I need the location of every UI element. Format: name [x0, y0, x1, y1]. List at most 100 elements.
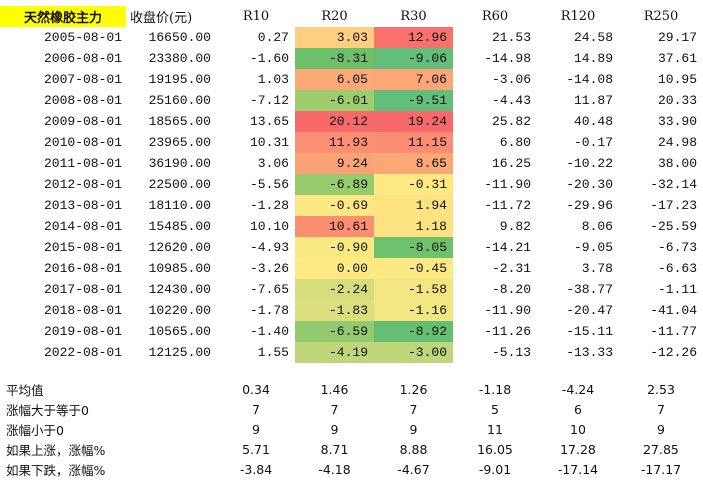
return-cell: -10.22: [566, 156, 613, 171]
data-row: 2012-08-01 22500.00 -5.56 -6.89 -0.31 -11.90 -…: [0, 174, 703, 195]
return-cell: -3.26: [249, 261, 289, 276]
return-cell: -13.33: [566, 345, 613, 360]
return-cell: 11.15: [374, 132, 453, 153]
data-row: 2015-08-01 12620.00 -4.93 -0.90 -8.05 -14.21 -…: [0, 237, 703, 258]
data-row: 2014-08-01 15485.00 10.10 10.61 1.18 9.82 8.06…: [0, 216, 703, 237]
summary-label: 涨幅小于0: [6, 422, 64, 438]
row-date: 2016-08-01: [43, 261, 122, 276]
summary-value: -4.24: [561, 381, 595, 397]
return-cell: -6.01: [295, 90, 374, 111]
data-row: 2005-08-01 16650.00 0.27 3.03 12.96 21.53 24.5…: [0, 27, 703, 48]
return-cell: -4.43: [491, 93, 531, 108]
return-cell: -1.40: [249, 324, 289, 339]
return-cell: -29.96: [566, 198, 613, 213]
return-cell: -7.65: [249, 282, 289, 297]
return-cell: -3.06: [491, 72, 531, 87]
row-date: 2007-08-01: [43, 72, 122, 87]
summary-value: 0.34: [242, 381, 270, 397]
return-cell: -8.20: [491, 282, 531, 297]
row-close-price: 19195.00: [148, 72, 211, 87]
return-cell: 16.25: [491, 156, 531, 171]
summary-value: 7: [252, 401, 260, 417]
return-cell: -11.26: [484, 324, 531, 339]
return-cell: -14.21: [484, 240, 531, 255]
return-cell: 6.80: [499, 135, 531, 150]
return-cell: 25.82: [491, 114, 531, 129]
return-cell: 12.96: [374, 27, 453, 48]
return-cell: -11.77: [650, 324, 697, 339]
row-close-price: 10220.00: [148, 303, 211, 318]
summary-row: 涨幅大于等于0 7 7 7 5 6 7: [0, 399, 703, 419]
summary-value: -17.17: [640, 461, 682, 477]
row-close-price: 12430.00: [148, 282, 211, 297]
summary-value: 10: [570, 421, 586, 437]
return-cell: -4.93: [249, 240, 289, 255]
row-date: 2013-08-01: [43, 198, 122, 213]
summary-value: 7: [409, 401, 418, 417]
return-cell: -8.92: [374, 321, 453, 342]
data-row: 2013-08-01 18110.00 -1.28 -0.69 1.94 -11.72 -2…: [0, 195, 703, 216]
row-date: 2008-08-01: [43, 93, 122, 108]
summary-value: 5: [491, 401, 499, 417]
column-header: R250: [643, 9, 679, 24]
return-cell: -1.58: [374, 279, 453, 300]
return-cell: 24.58: [573, 30, 613, 45]
return-cell: 19.24: [374, 111, 453, 132]
row-date: 2006-08-01: [43, 51, 122, 66]
return-cell: 3.03: [295, 27, 374, 48]
return-cell: 38.00: [657, 156, 697, 171]
return-cell: -12.26: [650, 345, 697, 360]
return-cell: 0.00: [295, 258, 374, 279]
column-header: R120: [560, 9, 596, 24]
return-cell: 10.61: [295, 216, 374, 237]
row-close-price: 18110.00: [148, 198, 211, 213]
row-date: 2011-08-01: [43, 156, 122, 171]
summary-value: 27.85: [643, 441, 679, 457]
return-cell: -41.04: [650, 303, 697, 318]
data-row: 2006-08-01 23380.00 -1.60 -8.31 -9.06 -14.98 1…: [0, 48, 703, 69]
row-date: 2014-08-01: [43, 219, 122, 234]
summary-label: 涨幅大于等于0: [6, 402, 89, 418]
returns-table: 天然橡胶主力 收盘价(元) R10 R20 R30 R60 R120 R250 2005-08-…: [0, 6, 703, 363]
column-header: R20: [321, 9, 348, 24]
return-cell: -11.90: [484, 303, 531, 318]
data-row: 2011-08-01 36190.00 3.06 9.24 8.65 16.25 -10.2…: [0, 153, 703, 174]
summary-value: 7: [330, 401, 339, 417]
summary-value: -17.14: [557, 461, 599, 477]
row-close-price: 36190.00: [148, 156, 211, 171]
summary-value: 1.46: [320, 381, 349, 397]
return-cell: 3.06: [257, 156, 289, 171]
return-cell: 10.10: [249, 219, 289, 234]
return-cell: -5.56: [249, 177, 289, 192]
return-cell: 7.06: [374, 69, 453, 90]
return-cell: 14.89: [573, 51, 613, 66]
return-cell: -11.72: [484, 198, 531, 213]
row-close-price: 10985.00: [148, 261, 211, 276]
return-cell: -6.63: [657, 261, 697, 276]
column-header: 收盘价(元): [130, 11, 193, 26]
row-close-price: 23965.00: [148, 135, 211, 150]
data-row: 2018-08-01 10220.00 -1.78 -1.83 -1.16 -11.90 -…: [0, 300, 703, 321]
summary-row: 如果下跌，涨幅% -3.84 -4.18 -4.67 -9.01 -17.14 -17.17: [0, 459, 703, 479]
return-cell: 20.12: [295, 111, 374, 132]
return-cell: -0.69: [295, 195, 374, 216]
return-cell: -17.23: [650, 198, 697, 213]
return-cell: 0.27: [257, 30, 289, 45]
return-cell: 40.48: [573, 114, 613, 129]
return-cell: 29.17: [657, 30, 697, 45]
return-cell: -7.12: [249, 93, 289, 108]
summary-row: 涨幅小于0 9 9 9 11 10 9: [0, 419, 703, 439]
row-date: 2015-08-01: [43, 240, 122, 255]
return-cell: 11.93: [295, 132, 374, 153]
return-cell: 33.90: [657, 114, 697, 129]
return-cell: -38.77: [566, 282, 613, 297]
summary-value: 8.71: [320, 441, 349, 457]
return-cell: -1.11: [657, 282, 697, 297]
return-cell: 8.06: [581, 219, 613, 234]
return-cell: 1.94: [374, 195, 453, 216]
return-cell: -14.98: [484, 51, 531, 66]
return-cell: -0.45: [374, 258, 453, 279]
return-cell: -5.13: [491, 345, 531, 360]
row-date: 2017-08-01: [43, 282, 122, 297]
row-close-price: 16650.00: [148, 30, 211, 45]
